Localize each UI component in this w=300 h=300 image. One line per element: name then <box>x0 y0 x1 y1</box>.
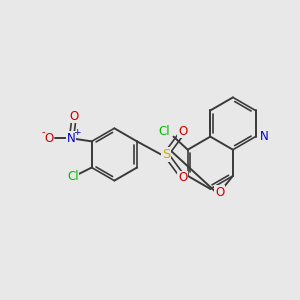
Text: O: O <box>178 125 187 138</box>
Text: Cl: Cl <box>159 125 170 138</box>
Text: O: O <box>215 186 224 199</box>
Text: O: O <box>178 171 187 184</box>
Text: O: O <box>44 132 53 145</box>
Text: +: + <box>73 128 80 137</box>
Text: Cl: Cl <box>67 170 79 183</box>
Text: S: S <box>162 148 170 161</box>
Text: -: - <box>42 127 46 137</box>
Text: N: N <box>260 130 268 143</box>
Text: O: O <box>70 110 79 122</box>
Text: N: N <box>67 132 76 145</box>
